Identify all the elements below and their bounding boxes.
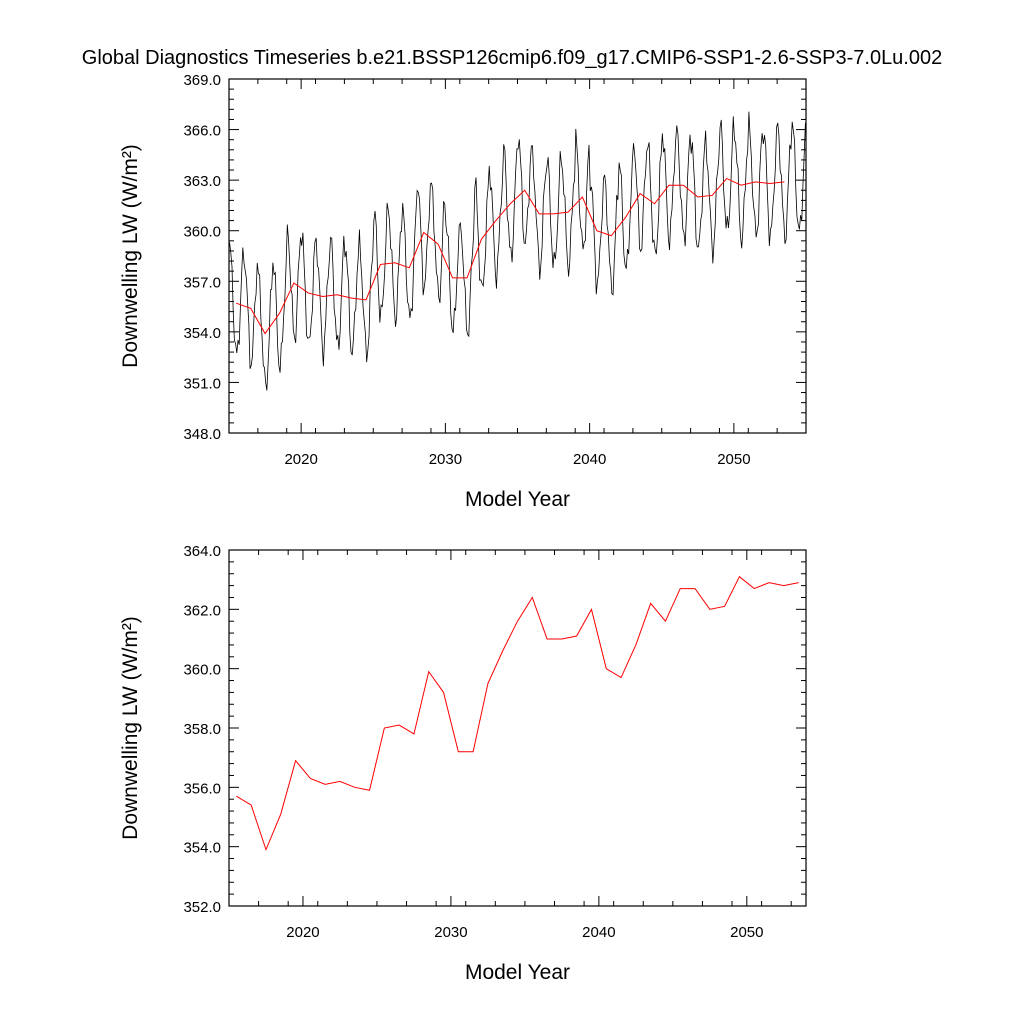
bottom-y-tick-label: 352.0: [183, 899, 221, 916]
bottom-y-tick-label: 362.0: [183, 602, 221, 619]
bottom-y-axis-label: Downwelling LW (W/m²): [119, 616, 142, 840]
top-monthly-series-line: [229, 111, 806, 391]
top-y-tick-label: 357.0: [183, 274, 221, 291]
bottom-y-tick-label: 358.0: [183, 721, 221, 738]
top-plot-frame: [228, 78, 807, 434]
bottom-x-tick-label: 2040: [582, 924, 615, 941]
top-x-tick-label: 2020: [284, 451, 317, 468]
top-y-tick-label: 363.0: [183, 173, 221, 190]
bottom-x-tick-label: 2050: [730, 924, 763, 941]
top-annual-series-line: [236, 177, 785, 335]
top-y-tick-label: 348.0: [183, 426, 221, 443]
bottom-annual-series-line: [236, 575, 799, 852]
top-y-tick-label: 351.0: [183, 375, 221, 392]
top-y-tick-label: 369.0: [183, 72, 221, 89]
top-y-tick-label: 354.0: [183, 325, 221, 342]
figure-title: Global Diagnostics Timeseries b.e21.BSSP…: [82, 47, 942, 69]
top-y-tick-label: 366.0: [183, 123, 221, 140]
bottom-x-tick-label: 2020: [286, 924, 319, 941]
bottom-panel-frame: [228, 549, 807, 907]
top-x-tick-label: 2050: [717, 451, 750, 468]
top-panel-marks: [229, 111, 806, 391]
bottom-panel: 2020 2030 2040 2050 352.0 354.0 356.0 358.0 360.…: [119, 543, 807, 984]
top-x-axis-label: Model Year: [465, 488, 570, 511]
top-panel-ticks: 2020 2030 2040 2050 348.0 351.0 354.0 357.0 360.…: [183, 72, 807, 468]
top-panel-frame: [228, 78, 807, 434]
bottom-y-tick-label: 364.0: [183, 543, 221, 560]
top-y-tick-label: 360.0: [183, 224, 221, 241]
bottom-x-axis-label: Model Year: [465, 961, 570, 984]
bottom-panel-ticks: 2020 2030 2040 2050 352.0 354.0 356.0 358.0 360.…: [183, 543, 806, 941]
top-y-axis-label: Downwelling LW (W/m²): [119, 144, 142, 368]
top-panel: 2020 2030 2040 2050 348.0 351.0 354.0 357.0 360.…: [119, 72, 807, 511]
bottom-y-tick-label: 354.0: [183, 840, 221, 857]
bottom-y-tick-label: 360.0: [183, 662, 221, 679]
top-x-tick-label: 2030: [429, 451, 462, 468]
bottom-y-tick-label: 356.0: [183, 780, 221, 797]
bottom-panel-marks: [236, 575, 799, 852]
top-x-tick-label: 2040: [573, 451, 606, 468]
bottom-x-tick-label: 2030: [434, 924, 467, 941]
bottom-plot-frame: [228, 549, 807, 907]
